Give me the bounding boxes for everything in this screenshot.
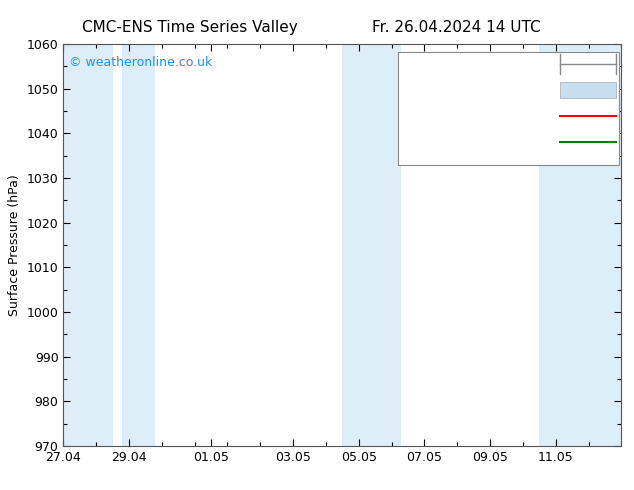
Text: Fr. 26.04.2024 14 UTC: Fr. 26.04.2024 14 UTC — [372, 20, 541, 35]
Text: Controll run: Controll run — [491, 137, 557, 147]
Text: © weatheronline.co.uk: © weatheronline.co.uk — [69, 56, 212, 69]
Text: CMC-ENS Time Series Valley: CMC-ENS Time Series Valley — [82, 20, 298, 35]
Text: Ensemble mean run: Ensemble mean run — [445, 111, 557, 121]
Bar — [540, 44, 621, 446]
FancyBboxPatch shape — [398, 52, 619, 165]
Bar — [63, 44, 113, 446]
Bar — [342, 44, 401, 446]
Y-axis label: Surface Pressure (hPa): Surface Pressure (hPa) — [8, 174, 21, 316]
FancyBboxPatch shape — [560, 82, 616, 98]
Bar — [122, 44, 155, 446]
Text: min/max: min/max — [508, 59, 557, 69]
Text: Standard deviation: Standard deviation — [451, 85, 557, 95]
